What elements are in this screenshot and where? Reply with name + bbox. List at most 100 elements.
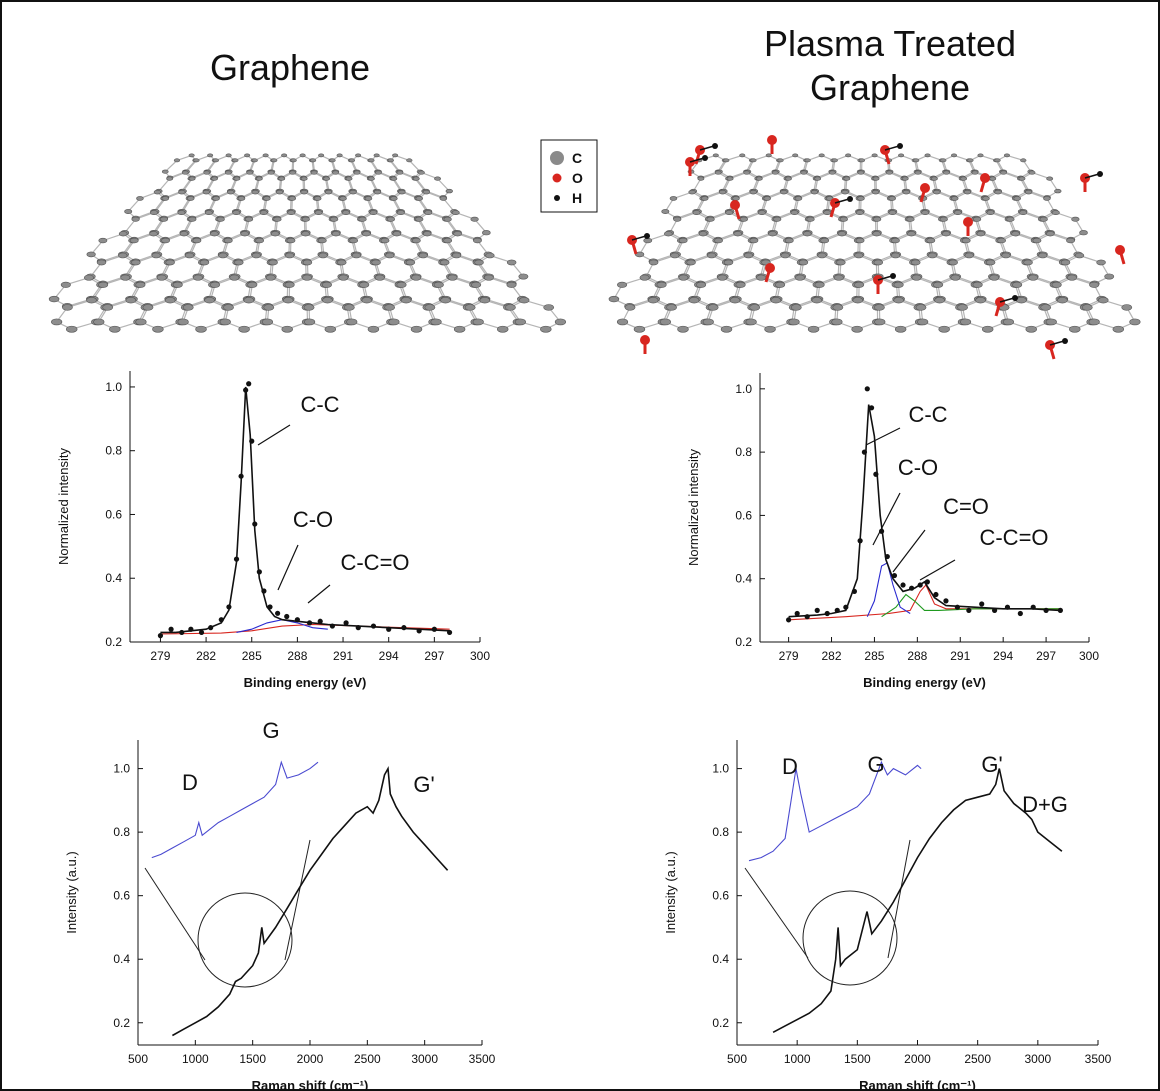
carbon-atom — [994, 189, 1002, 195]
carbon-atom — [810, 189, 819, 195]
carbon-atom — [505, 304, 516, 311]
carbon-atom — [149, 231, 158, 237]
hydrogen-atom — [644, 233, 650, 239]
carbon-atom — [473, 237, 482, 244]
y-tick-label: 0.2 — [105, 635, 122, 649]
carbon-atom — [318, 252, 328, 259]
carbon-atom — [289, 170, 296, 175]
carbon-atom — [276, 189, 284, 195]
oxygen-atom — [963, 217, 973, 227]
oxygen-atom — [920, 183, 930, 193]
carbon-atom — [227, 189, 235, 195]
chart: 0.2 0.4 0.6 0.8 1.0 500 1000 1500 2000 2500 3000 35… — [64, 718, 496, 1091]
carbon-atom — [406, 158, 413, 163]
data-point — [884, 553, 890, 560]
carbon-atom — [673, 216, 682, 222]
carbon-atom — [765, 153, 772, 158]
carbon-atom — [739, 216, 748, 222]
carbon-atom — [1067, 274, 1077, 281]
carbon-atom — [518, 297, 530, 304]
carbon-atom — [893, 297, 904, 304]
y-tick-label: 0.6 — [712, 889, 729, 903]
carbon-atom — [151, 252, 161, 259]
legend-label: O — [572, 170, 583, 186]
y-tick-label: 0.2 — [735, 635, 752, 649]
carbon-atom — [814, 176, 822, 181]
carbon-atom — [182, 304, 194, 311]
carbon-atom — [1011, 231, 1020, 237]
carbon-atom — [398, 189, 406, 195]
data-point — [861, 449, 868, 455]
data-point — [446, 629, 453, 636]
carbon-atom — [424, 210, 433, 216]
carbon-atom — [1060, 259, 1071, 266]
carbon-atom — [211, 176, 218, 181]
carbon-atom — [96, 259, 107, 266]
carbon-atom — [445, 188, 453, 194]
carbon-atom — [156, 274, 167, 281]
carbon-atom — [324, 189, 333, 195]
carbon-atom — [390, 176, 398, 181]
carbon-atom — [188, 216, 197, 222]
carbon-atom — [192, 237, 202, 244]
x-tick-label: 297 — [1036, 649, 1056, 663]
carbon-atom — [433, 281, 444, 288]
carbon-atom — [232, 210, 241, 216]
carbon-atom — [723, 158, 730, 163]
carbon-atom — [934, 297, 945, 304]
carbon-atom — [1025, 325, 1037, 333]
carbon-atom — [396, 210, 405, 216]
annotation: C-C=O — [979, 525, 1048, 550]
carbon-atom — [873, 216, 882, 222]
carbon-atom — [940, 158, 947, 163]
carbon-atom — [181, 170, 189, 175]
bond-h — [1084, 173, 1100, 179]
x-tick-label: 297 — [424, 649, 444, 663]
carbon-atom — [749, 304, 761, 311]
carbon-atom — [232, 158, 239, 163]
carbon-atom — [285, 252, 295, 259]
carbon-atom — [343, 304, 355, 311]
carbon-atom — [871, 189, 880, 195]
carbon-atom — [1104, 273, 1115, 280]
zoom-circle — [802, 890, 898, 986]
annotation-leader — [277, 544, 299, 591]
x-tick-label: 300 — [1079, 649, 1099, 663]
carbon-atom — [361, 297, 373, 304]
carbon-atom — [384, 304, 396, 311]
bond — [418, 191, 456, 219]
carbon-atom — [617, 281, 628, 288]
x-tick-label: 1500 — [844, 1052, 871, 1066]
carbon-atom — [318, 153, 325, 158]
data-point — [198, 629, 205, 636]
carbon-atom — [852, 297, 864, 304]
carbon-atom — [355, 153, 362, 158]
hydrogen-atom — [897, 143, 903, 149]
carbon-atom — [1028, 274, 1039, 281]
carbon-atom — [806, 216, 815, 222]
carbon-atom — [247, 281, 258, 288]
carbon-atom — [814, 281, 825, 288]
y-tick-label: 0.6 — [735, 508, 752, 522]
carbon-atom — [837, 231, 847, 237]
carbon-atom — [1038, 252, 1048, 259]
title-right: Plasma Treated Graphene — [763, 23, 1017, 108]
carbon-atom — [342, 210, 350, 216]
carbon-atom — [1088, 318, 1100, 326]
data-point — [294, 617, 300, 623]
carbon-atom — [290, 158, 297, 163]
carbon-atom — [780, 252, 790, 259]
carbon-atom — [1045, 231, 1055, 237]
carbon-atom — [714, 170, 722, 175]
oxygen-atom — [1115, 245, 1125, 255]
data-point — [857, 538, 863, 544]
annotation: C-C=O — [340, 550, 409, 575]
x-axis-label: Binding energy (eV) — [244, 675, 367, 690]
carbon-atom — [714, 237, 723, 244]
carbon-atom — [195, 325, 207, 333]
carbon-atom — [322, 297, 333, 304]
annotation-leader — [307, 584, 331, 604]
carbon-atom — [287, 210, 296, 216]
annotation-leader — [919, 559, 956, 581]
